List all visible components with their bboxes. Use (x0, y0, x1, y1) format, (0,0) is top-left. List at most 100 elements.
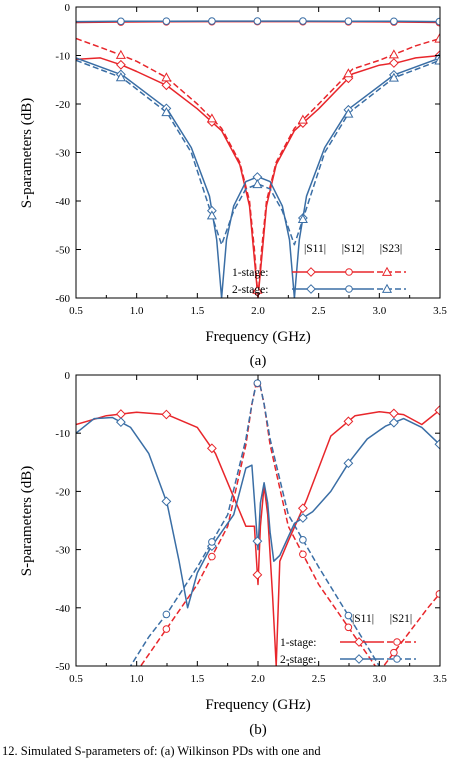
xtick-label-b-4: 2.5 (312, 673, 326, 685)
marker-b-0-7 (434, 405, 440, 416)
marker-b-1-6 (390, 648, 398, 657)
series-line-a-2 (76, 37, 440, 298)
marker-a-5-6 (388, 72, 399, 82)
marker-a-5-0 (115, 72, 126, 82)
ytick-label-b-5: -50 (55, 661, 70, 673)
legend-row-label-a-1: 2-stage: (232, 284, 268, 296)
marker-a-5-2 (206, 210, 217, 220)
marker-a-2-7 (434, 33, 440, 43)
legend-marker-a-0-1 (345, 268, 353, 276)
marker-b-0-6 (388, 408, 399, 419)
marker-b-0-4 (297, 503, 308, 514)
xtick-label-a-2: 1.5 (190, 305, 204, 317)
xlabel-a: Frequency (GHz) (205, 329, 310, 345)
marker-b-1-7 (435, 590, 440, 598)
xtick-label-a-0: 0.5 (69, 305, 83, 317)
ytick-label-a-0: 0 (65, 2, 71, 14)
xtick-label-a-3: 2.0 (251, 305, 265, 317)
marker-b-1-1 (162, 625, 171, 633)
ytick-label-a-3: -30 (55, 148, 70, 160)
series-line-a-0 (76, 54, 440, 298)
legend-marker-a-1-0 (306, 284, 316, 294)
legend-header-a-1: |S12| (342, 243, 365, 255)
series-line-b-0 (76, 409, 440, 666)
xtick-label-b-5: 3.0 (372, 673, 386, 685)
marker-b-3-5 (344, 611, 353, 620)
legend-row-label-b-0: 1-stage: (280, 637, 316, 649)
marker-a-5-3 (252, 179, 263, 189)
xtick-label-a-4: 2.5 (312, 305, 326, 317)
marker-b-0-5 (343, 416, 354, 427)
marker-a-4-3 (253, 17, 262, 25)
xtick-label-b-2: 1.5 (190, 673, 204, 685)
marker-a-2-2 (206, 113, 217, 123)
chart-panel-a: S-parameters (dB) Frequency (GHz) (a) 0.… (19, 2, 447, 369)
marker-b-3-1 (162, 610, 171, 619)
xtick-label-a-1: 1.0 (130, 305, 144, 317)
chart-panel-b: S-parameters (dB) Frequency (GHz) (b) 0.… (19, 370, 447, 738)
marker-a-4-6 (390, 17, 398, 26)
ytick-label-b-2: -20 (55, 486, 70, 498)
legend-row-label-a-0: 1-stage: (232, 267, 268, 279)
marker-a-2-3 (252, 284, 263, 294)
xtick-label-b-6: 3.5 (433, 673, 447, 685)
marker-a-2-1 (161, 72, 172, 82)
ytick-label-b-0: 0 (65, 370, 71, 382)
ylabel-b: S-parameters (dB) (19, 466, 35, 576)
marker-b-2-1 (161, 496, 172, 507)
marker-a-4-1 (162, 17, 171, 25)
marker-b-2-3 (252, 536, 263, 547)
marker-a-5-4 (297, 213, 308, 224)
marker-a-4-4 (299, 17, 307, 25)
marker-a-2-0 (115, 49, 126, 59)
marker-a-2-5 (343, 68, 354, 78)
marker-b-2-6 (388, 417, 399, 428)
xtick-label-a-5: 3.0 (372, 305, 386, 317)
xtick-label-b-0: 0.5 (69, 673, 83, 685)
panel-label-a: (a) (250, 353, 267, 369)
ytick-label-a-5: -50 (55, 245, 70, 257)
series-line-a-5 (76, 59, 440, 246)
marker-a-5-5 (343, 108, 354, 118)
marker-b-2-0 (115, 417, 126, 428)
marker-a-5-1 (161, 107, 172, 117)
marker-b-1-2 (208, 552, 216, 561)
marker-b-2-4 (297, 513, 308, 523)
ytick-label-b-1: -10 (55, 428, 70, 440)
marker-b-1-4 (299, 550, 307, 559)
legend-header-a-0: |S11| (304, 243, 326, 255)
marker-b-2-5 (343, 458, 354, 469)
ytick-label-a-1: -10 (55, 51, 70, 63)
ytick-label-a-2: -20 (55, 99, 70, 111)
ytick-label-b-4: -40 (55, 603, 70, 615)
legend-marker-b-0-1 (393, 638, 401, 646)
marker-b-0-3 (252, 569, 263, 580)
marker-b-3-4 (299, 536, 307, 544)
marker-a-4-5 (344, 17, 353, 25)
panel-label-b: (b) (249, 722, 267, 738)
legend-marker-a-0-2 (381, 266, 393, 276)
marker-a-0-0 (115, 59, 126, 70)
legend-header-a-2: |S23| (380, 243, 403, 255)
marker-a-2-6 (388, 49, 399, 59)
marker-a-0-6 (388, 58, 399, 68)
ytick-label-a-4: -40 (55, 196, 70, 208)
ylabel-a: S-parameters (dB) (19, 98, 35, 208)
legend-marker-b-1-1 (393, 655, 401, 663)
plot-area-a (76, 17, 440, 298)
legend-marker-a-1-1 (345, 285, 353, 293)
marker-a-4-2 (208, 17, 216, 25)
legend-header-b-1: |S21| (390, 613, 413, 625)
marker-a-4-0 (117, 17, 125, 26)
marker-b-3-2 (208, 538, 216, 546)
ytick-label-a-6: -60 (55, 293, 70, 305)
marker-b-1-5 (344, 623, 353, 632)
xtick-label-b-1: 1.0 (130, 673, 144, 685)
xtick-label-a-6: 3.5 (433, 305, 447, 317)
marker-b-0-2 (206, 443, 217, 454)
legend-marker-a-1-2 (381, 283, 393, 293)
marker-a-0-1 (161, 80, 172, 91)
legend-row-label-b-1: 2-stage: (280, 654, 316, 666)
legend-marker-b-0-0 (354, 637, 364, 647)
